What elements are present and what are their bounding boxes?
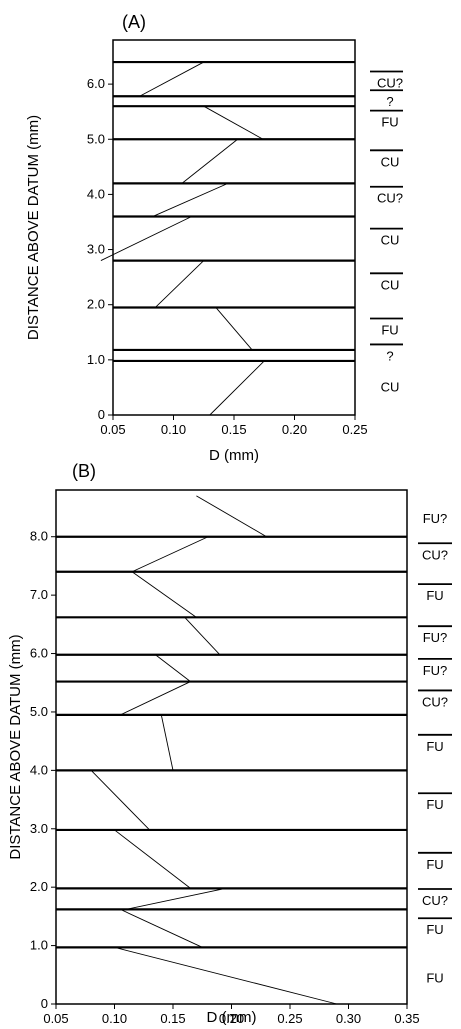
y-tick-label-5: 5.0	[30, 704, 48, 719]
unit-label-7: FU?	[423, 663, 448, 678]
y-tick-label-6: 6.0	[30, 646, 48, 661]
y-tick-label-2: 2.0	[87, 297, 105, 312]
x-tick-label-4: 0.25	[342, 422, 367, 437]
x-tick-label-6: 0.35	[394, 1011, 419, 1026]
x-axis-label: D (mm)	[207, 1009, 257, 1026]
trend-segment-3	[100, 216, 192, 261]
unit-label-9: FU	[426, 588, 443, 603]
trend-segment-1	[215, 307, 253, 351]
panel-label: (B)	[72, 461, 96, 481]
y-tick-label-0: 0	[41, 996, 48, 1011]
panel-b: 0 1.0 2.0 3.0 4.0 5.0 6.0 7.0 8.0 0.05 0.10 0.15 0.2…	[7, 461, 452, 1026]
trend-segment-2	[155, 260, 205, 308]
x-tick-label-5: 0.30	[336, 1011, 361, 1026]
trend-segment-0	[209, 360, 265, 416]
plot-frame	[55, 489, 408, 1005]
trend-segment-0	[114, 946, 337, 1005]
y-tick-label-1: 1.0	[87, 352, 105, 367]
unit-label-8: ?	[386, 94, 393, 109]
y-tick-label-0: 0	[98, 407, 105, 422]
y-tick-label-1: 1.0	[30, 938, 48, 953]
unit-label-5: CU?	[377, 191, 403, 206]
unit-label-5: FU	[426, 739, 443, 754]
x-tick-label-2: 0.15	[221, 422, 246, 437]
unit-label-9: CU?	[377, 75, 403, 90]
trend-segment-1	[120, 908, 203, 948]
trend-segment-9	[131, 571, 197, 618]
trend-segment-6	[120, 681, 191, 716]
unit-label-6: CU	[381, 154, 400, 169]
trend-segment-3	[114, 829, 191, 889]
y-axis-label: DISTANCE ABOVE DATUM (mm)	[25, 115, 42, 340]
y-axis-label: DISTANCE ABOVE DATUM (mm)	[7, 634, 24, 859]
unit-label-11: FU?	[423, 511, 448, 526]
x-tick-label-4: 0.25	[277, 1011, 302, 1026]
y-tick-label-2: 2.0	[30, 879, 48, 894]
trend-segment-4	[152, 182, 229, 217]
trend-segment-7	[139, 61, 204, 97]
unit-label-6: CU?	[422, 694, 448, 709]
y-tick-label-6: 6.0	[87, 76, 105, 91]
unit-label-10: CU?	[422, 547, 448, 562]
trend-segment-5	[160, 714, 174, 771]
trend-segment-6	[203, 105, 264, 140]
x-tick-label-1: 0.10	[161, 422, 186, 437]
trend-segment-10	[131, 536, 209, 573]
y-tick-label-5: 5.0	[87, 131, 105, 146]
x-tick-label-0: 0.05	[43, 1011, 68, 1026]
unit-label-2: CU?	[422, 893, 448, 908]
trend-segment-5	[181, 138, 238, 184]
x-tick-label-0: 0.05	[100, 422, 125, 437]
unit-label-3: FU	[426, 857, 443, 872]
unit-label-7: FU	[381, 115, 398, 130]
unit-label-4: CU	[381, 233, 400, 248]
panel-label: (A)	[122, 12, 146, 32]
trend-segment-2	[126, 887, 226, 910]
unit-label-0: FU	[426, 971, 443, 986]
y-tick-label-8: 8.0	[30, 529, 48, 544]
y-tick-label-3: 3.0	[30, 821, 48, 836]
x-tick-label-3: 0.20	[219, 1011, 244, 1026]
unit-label-2: FU	[381, 323, 398, 338]
x-axis-label: D (mm)	[209, 447, 259, 464]
x-tick-label-1: 0.10	[102, 1011, 127, 1026]
unit-label-1: ?	[386, 348, 393, 363]
x-tick-label-2: 0.15	[160, 1011, 185, 1026]
y-tick-label-4: 4.0	[87, 186, 105, 201]
y-tick-label-4: 4.0	[30, 762, 48, 777]
y-tick-label-3: 3.0	[87, 242, 105, 257]
panel-a: 0 1.0 2.0 3.0 4.0 5.0 6.0 0.05 0.10 0.15 0.20 0.25 D…	[25, 12, 403, 464]
unit-label-4: FU	[426, 797, 443, 812]
trend-segment-4	[90, 770, 150, 831]
trend-segment-8	[184, 617, 221, 656]
y-tick-label-7: 7.0	[30, 587, 48, 602]
trend-segment-11	[196, 495, 267, 538]
unit-label-3: CU	[381, 277, 400, 292]
unit-label-1: FU	[426, 922, 443, 937]
trend-segment-7	[155, 654, 191, 682]
unit-label-0: CU	[381, 379, 400, 394]
unit-label-8: FU?	[423, 630, 448, 645]
x-tick-label-3: 0.20	[282, 422, 307, 437]
